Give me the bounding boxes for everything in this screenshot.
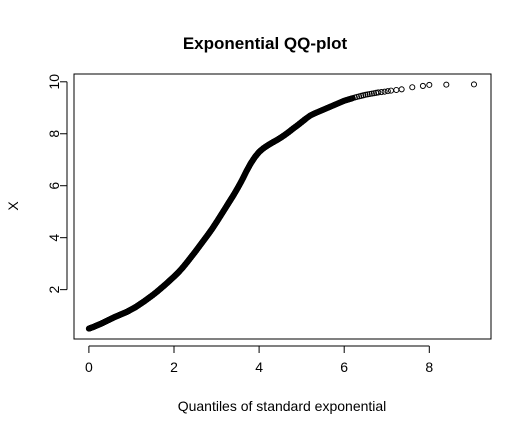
y-axis: 2 4 6 8 10: [46, 74, 68, 294]
x-axis: 0 2 4 6 8: [85, 345, 433, 375]
data-points: [85, 81, 478, 332]
x-tick-label: 6: [340, 359, 348, 375]
data-point: [470, 81, 478, 88]
y-tick-label: 4: [46, 234, 62, 242]
data-point: [443, 81, 450, 88]
data-point: [381, 88, 388, 95]
x-tick-label: 8: [425, 359, 433, 375]
x-tick-label: 0: [85, 359, 93, 375]
y-tick-label: 2: [46, 286, 62, 294]
data-point: [409, 84, 416, 91]
data-point: [366, 90, 373, 98]
y-tick-label: 8: [46, 130, 62, 138]
chart-title: Exponential QQ-plot: [183, 34, 348, 53]
data-point: [378, 89, 385, 96]
y-tick-label: 6: [46, 182, 62, 190]
data-point: [384, 88, 391, 95]
data-point: [368, 90, 375, 97]
plot-frame: [73, 73, 492, 340]
y-axis-label: X: [5, 201, 21, 211]
data-point: [375, 89, 382, 96]
x-axis-label: Quantiles of standard exponential: [178, 398, 387, 414]
data-point: [426, 81, 433, 88]
data-point: [398, 86, 405, 93]
data-point: [362, 91, 369, 98]
x-tick-label: 4: [255, 359, 263, 375]
data-point: [364, 91, 371, 98]
data-point: [419, 82, 426, 89]
x-tick-label: 2: [170, 359, 178, 375]
data-point: [370, 90, 378, 97]
y-tick-label: 10: [46, 74, 62, 90]
